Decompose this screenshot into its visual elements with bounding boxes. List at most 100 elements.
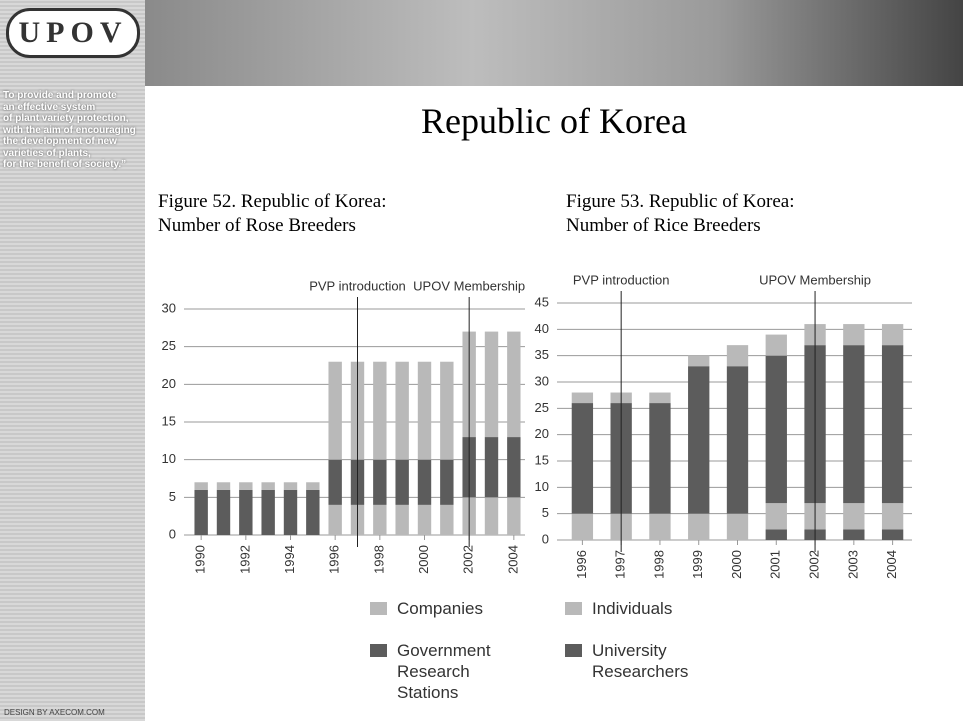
legend-entry: Individuals	[565, 598, 697, 619]
y-tick-label: 20	[162, 376, 176, 391]
bar-segment	[571, 392, 594, 404]
y-tick-label: 15	[162, 413, 176, 428]
bar-segment	[649, 403, 671, 514]
bar-segment	[440, 459, 454, 505]
y-tick-label: 40	[535, 321, 549, 336]
x-tick-label: 2001	[768, 550, 783, 579]
y-tick-label: 30	[162, 300, 176, 315]
annotation-label: UPOV Membership	[413, 278, 525, 293]
y-tick-label: 0	[542, 531, 549, 546]
bar-segment	[261, 482, 275, 490]
x-tick-label: 2002	[806, 550, 821, 579]
y-tick-label: 20	[535, 426, 549, 441]
x-tick-label: 2004	[884, 550, 899, 579]
sidebar: UPOV To provide and promote an effective …	[0, 0, 145, 721]
credit: DESIGN BY AXECOM.COM	[4, 708, 105, 717]
y-tick-label: 10	[535, 479, 549, 494]
x-tick-label: 2003	[845, 550, 860, 579]
bar-segment	[239, 489, 253, 535]
bar-segment	[395, 361, 409, 460]
bar-segment	[216, 489, 231, 535]
motto: To provide and promote an effective syste…	[3, 90, 148, 171]
bar-segment	[507, 497, 521, 535]
x-tick-label: 1998	[371, 545, 386, 574]
bar-segment	[881, 529, 904, 540]
annotation-label: UPOV Membership	[759, 272, 871, 287]
bar-segment	[328, 459, 342, 505]
x-tick-label: 2002	[461, 545, 476, 574]
x-tick-label: 1996	[574, 550, 589, 579]
logo: UPOV	[6, 8, 140, 58]
legend-label: Individuals	[592, 599, 673, 618]
y-tick-label: 30	[535, 373, 549, 388]
bar-segment	[881, 324, 904, 346]
y-tick-label: 35	[535, 347, 549, 362]
y-tick-label: 45	[535, 294, 549, 309]
annotation-label: PVP introduction	[573, 272, 670, 287]
figure-caption: Figure 52. Republic of Korea: Number of R…	[158, 190, 386, 238]
legend-swatch	[565, 602, 582, 615]
legend-label: Companies	[397, 599, 483, 618]
bar-segment	[417, 361, 432, 460]
bar-segment	[688, 513, 710, 540]
x-tick-label: 2004	[505, 545, 520, 574]
bar-segment	[571, 403, 594, 514]
bar-segment	[688, 355, 710, 367]
bar-segment	[726, 513, 749, 540]
header-banner	[145, 0, 963, 86]
bar-segment	[484, 331, 499, 438]
bar-segment	[373, 459, 387, 505]
bar-segment	[881, 503, 904, 530]
bar-segment	[306, 482, 320, 490]
caption-line: Figure 53. Republic of Korea:	[566, 191, 795, 212]
bar-segment	[216, 482, 231, 490]
bar-segment	[843, 345, 865, 504]
caption-line: Number of Rose Breeders	[158, 215, 356, 236]
motto-line: an effective system	[3, 101, 96, 113]
bar-segment	[239, 482, 253, 490]
motto-line: the development of new	[3, 136, 117, 147]
legend-entry: University Researchers	[565, 640, 697, 682]
bar-segment	[843, 529, 865, 540]
y-tick-label: 0	[169, 526, 176, 541]
x-tick-label: 1990	[193, 545, 208, 574]
bar-segment	[843, 324, 865, 346]
caption-line: Figure 52. Republic of Korea:	[158, 191, 387, 212]
bar-segment	[194, 489, 208, 535]
bar-segment	[440, 361, 454, 460]
bar-segment	[417, 504, 432, 535]
bar-segment	[395, 459, 409, 505]
x-tick-label: 1997	[613, 550, 628, 579]
bar-segment	[261, 489, 275, 535]
bar-segment	[194, 482, 208, 490]
bar-segment	[765, 334, 787, 356]
bar-segment	[283, 489, 298, 535]
bar-segment	[507, 331, 521, 438]
y-tick-label: 10	[162, 451, 176, 466]
motto-line: To provide and promote	[3, 90, 117, 101]
caption-line: Number of Rice Breeders	[566, 215, 761, 236]
bar-segment	[765, 529, 787, 540]
legend-label: Government Research Stations	[397, 641, 491, 702]
x-tick-label: 2000	[729, 550, 744, 579]
bar-segment	[765, 355, 787, 504]
y-tick-label: 5	[169, 489, 176, 504]
bar-segment	[843, 503, 865, 530]
bar-segment	[417, 459, 432, 505]
bar-segment	[484, 497, 499, 535]
motto-line: with the aim of encouraging	[3, 124, 136, 136]
bar-segment	[440, 504, 454, 535]
y-tick-label: 25	[162, 338, 176, 353]
legend-label: University Researchers	[592, 641, 689, 681]
bar-segment	[507, 437, 521, 498]
y-tick-label: 15	[535, 452, 549, 467]
annotation-label: PVP introduction	[309, 278, 406, 293]
bar-segment	[373, 504, 387, 535]
bar-segment	[649, 392, 671, 404]
bar-segment	[881, 345, 904, 504]
bar-segment	[726, 366, 749, 514]
x-tick-label: 2000	[416, 545, 431, 574]
figure-caption: Figure 53. Republic of Korea: Number of R…	[566, 190, 794, 238]
legend-swatch	[565, 644, 582, 657]
